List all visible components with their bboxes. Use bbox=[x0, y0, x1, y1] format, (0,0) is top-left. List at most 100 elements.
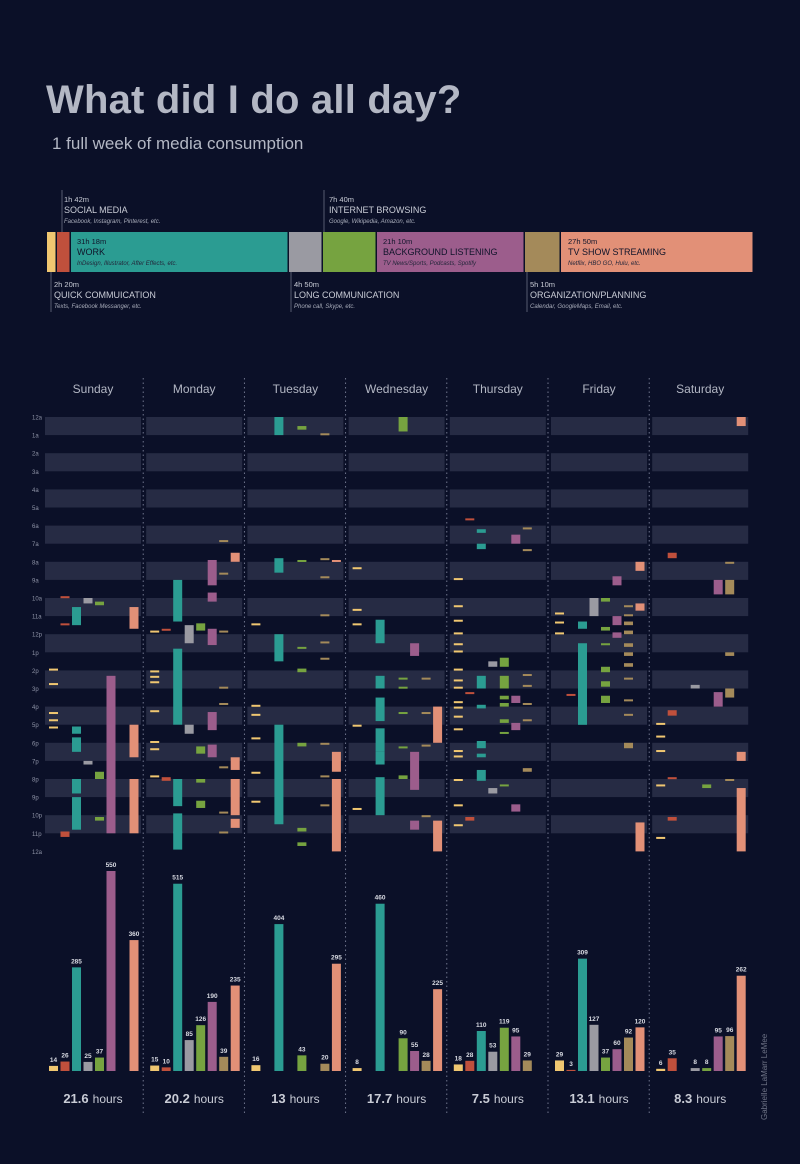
session-work bbox=[173, 579, 183, 622]
session-tv bbox=[736, 751, 746, 761]
bar-value-label: 119 bbox=[499, 1019, 510, 1026]
session-quick bbox=[49, 683, 58, 686]
hour-band bbox=[45, 453, 141, 472]
bar-value-label: 360 bbox=[129, 931, 140, 938]
session-tv bbox=[230, 757, 240, 770]
bar-value-label: 29 bbox=[556, 1051, 564, 1058]
hour-band bbox=[146, 742, 243, 761]
session-internet bbox=[95, 817, 104, 821]
session-tv bbox=[331, 751, 341, 772]
session-social bbox=[161, 628, 171, 631]
bar-value-label: 460 bbox=[375, 895, 386, 902]
author-credit: Gabrielle LaMarr LeMee bbox=[760, 1033, 769, 1120]
hour-band bbox=[652, 453, 749, 472]
day-label: Friday bbox=[582, 382, 615, 396]
hour-tick-label: 9p bbox=[32, 796, 39, 802]
bar-value-label: 120 bbox=[635, 1018, 646, 1025]
day-total-value: 17.7 bbox=[367, 1091, 392, 1106]
session-tv bbox=[433, 706, 443, 743]
session-internet bbox=[499, 702, 509, 707]
session-quick bbox=[656, 836, 666, 839]
hour-band bbox=[45, 489, 141, 508]
session-organization bbox=[219, 630, 229, 633]
session-organization bbox=[219, 811, 229, 814]
day-total: 21.6 hours bbox=[63, 1091, 122, 1106]
chart-subtitle: 1 full week of media consumption bbox=[52, 134, 304, 153]
hour-tick-label: 12a bbox=[32, 850, 43, 856]
bar-social bbox=[60, 1061, 70, 1071]
hour-band bbox=[45, 561, 141, 580]
day-total-unit: hours bbox=[290, 1092, 320, 1106]
session-organization bbox=[320, 576, 330, 579]
bar-tv bbox=[433, 989, 443, 1071]
bar-quick bbox=[251, 1065, 261, 1071]
session-organization bbox=[624, 621, 633, 626]
legend-time-work: 31h 18m bbox=[77, 237, 106, 246]
session-social bbox=[566, 693, 576, 696]
hour-band bbox=[45, 598, 141, 617]
session-quick bbox=[150, 748, 160, 751]
session-background bbox=[410, 751, 420, 790]
session-quick bbox=[49, 719, 58, 722]
bar-quick bbox=[150, 1065, 160, 1071]
day-label: Saturday bbox=[676, 382, 724, 396]
session-internet bbox=[297, 668, 307, 673]
session-internet bbox=[601, 598, 610, 602]
legend-time-organization: 5h 10m bbox=[530, 280, 555, 289]
bar-value-label: 127 bbox=[589, 1016, 600, 1023]
legend-examples-long: Phone call, Skype, etc. bbox=[294, 304, 355, 310]
session-quick bbox=[453, 779, 463, 781]
session-organization bbox=[522, 527, 532, 530]
session-quick bbox=[49, 712, 58, 715]
session-tv bbox=[129, 779, 139, 834]
session-quick bbox=[453, 686, 463, 689]
session-internet bbox=[499, 731, 509, 734]
legend-label-tv: TV SHOW STREAMING bbox=[568, 247, 666, 257]
session-quick bbox=[555, 632, 564, 635]
session-tv bbox=[230, 779, 240, 816]
hour-tick-label: 9a bbox=[32, 578, 39, 584]
hour-band bbox=[45, 525, 141, 544]
session-social bbox=[465, 817, 475, 821]
hour-band bbox=[652, 815, 749, 834]
session-background bbox=[511, 534, 521, 544]
session-quick bbox=[49, 668, 58, 671]
hour-tick-label: 3p bbox=[32, 687, 39, 693]
bar-long bbox=[690, 1068, 700, 1071]
bar-value-label: 25 bbox=[84, 1053, 92, 1060]
session-internet bbox=[499, 695, 509, 700]
hour-band bbox=[449, 634, 546, 653]
hour-band bbox=[146, 670, 243, 689]
session-internet bbox=[398, 775, 408, 779]
bar-social bbox=[465, 1060, 475, 1071]
day-label: Sunday bbox=[73, 382, 114, 396]
session-work bbox=[274, 724, 284, 825]
session-tv bbox=[635, 603, 645, 611]
day-total-value: 8.3 bbox=[674, 1091, 692, 1106]
session-organization bbox=[320, 558, 330, 561]
session-organization bbox=[725, 779, 735, 781]
session-tv bbox=[635, 822, 645, 852]
legend-segment-tv bbox=[561, 232, 753, 272]
hour-tick-label: 4p bbox=[32, 705, 39, 711]
session-work bbox=[375, 777, 385, 816]
session-organization bbox=[624, 713, 633, 716]
session-work bbox=[578, 721, 587, 725]
legend-segment-background bbox=[377, 232, 524, 272]
day-total-value: 7.5 bbox=[472, 1091, 490, 1106]
hour-tick-label: 4a bbox=[32, 488, 39, 494]
session-background bbox=[207, 592, 217, 602]
session-work bbox=[476, 753, 486, 758]
session-social bbox=[667, 777, 677, 780]
hour-band bbox=[449, 670, 546, 689]
hour-band bbox=[449, 453, 546, 472]
hour-band bbox=[551, 598, 647, 617]
hour-band bbox=[247, 489, 344, 508]
bar-work bbox=[375, 903, 385, 1071]
legend-segment-quick bbox=[47, 232, 56, 272]
session-quick bbox=[453, 755, 463, 758]
hour-band bbox=[652, 670, 749, 689]
day-total-unit: hours bbox=[599, 1092, 629, 1106]
